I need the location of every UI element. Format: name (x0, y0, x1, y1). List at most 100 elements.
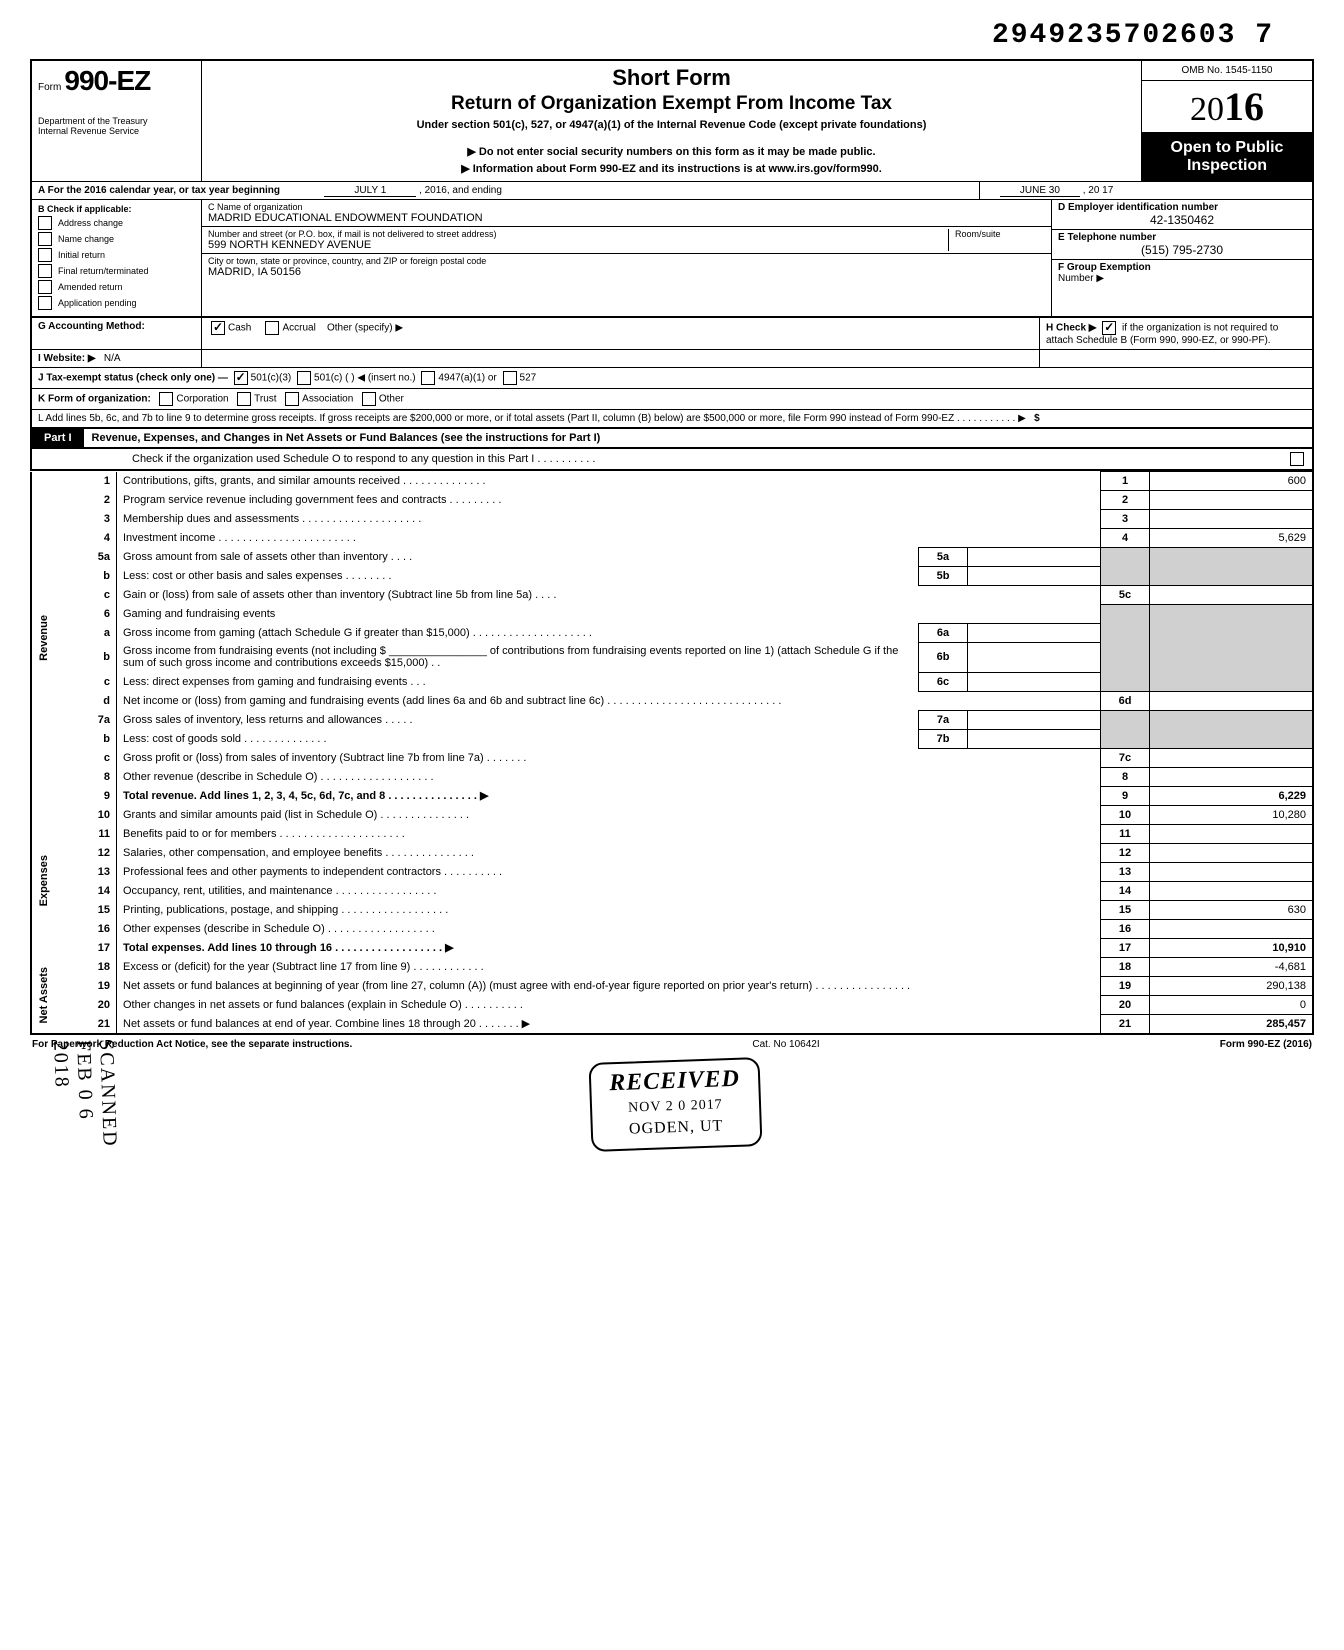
l6a-innerval[interactable] (968, 623, 1101, 642)
label-cash: Cash (228, 323, 251, 334)
checkbox-app-pending[interactable] (38, 296, 52, 310)
l10-num: 10 (72, 805, 117, 824)
l2-amt[interactable] (1150, 491, 1314, 510)
checkbox-cash[interactable] (211, 321, 225, 335)
l20-num: 20 (72, 995, 117, 1014)
l5b-innerval[interactable] (968, 567, 1101, 586)
checkbox-corporation[interactable] (159, 392, 173, 406)
group-exemption-label: F Group Exemption (1058, 262, 1306, 273)
org-name[interactable]: MADRID EDUCATIONAL ENDOWMENT FOUNDATION (208, 212, 1045, 224)
l10-amt[interactable]: 10,280 (1150, 805, 1314, 824)
l19-num: 19 (72, 976, 117, 995)
l21-num: 21 (72, 1014, 117, 1034)
l16-amt[interactable] (1150, 919, 1314, 938)
checkbox-accrual[interactable] (265, 321, 279, 335)
label-address-change: Address change (58, 218, 123, 228)
part1-title: Revenue, Expenses, and Changes in Net As… (84, 429, 1312, 447)
l6c-innerval[interactable] (968, 672, 1101, 691)
l8-amt[interactable] (1150, 767, 1314, 786)
l7c-amt[interactable] (1150, 748, 1314, 767)
title-short-form: Short Form (210, 65, 1133, 91)
checkbox-amended[interactable] (38, 280, 52, 294)
footer-paperwork: For Paperwork Reduction Act Notice, see … (32, 1039, 352, 1050)
checkbox-501c[interactable] (297, 371, 311, 385)
l14-amt[interactable] (1150, 881, 1314, 900)
year-prefix: 20 (1190, 91, 1224, 128)
l13-amt[interactable] (1150, 862, 1314, 881)
website-value[interactable]: N/A (104, 353, 121, 364)
group-exemption-label2: Number ▶ (1058, 273, 1306, 284)
checkbox-schedule-o-part1[interactable] (1290, 452, 1304, 466)
checkbox-schedule-b[interactable] (1102, 321, 1116, 335)
checkbox-final-return[interactable] (38, 264, 52, 278)
checkbox-501c3[interactable] (234, 371, 248, 385)
l21-lno: 21 (1101, 1014, 1150, 1034)
l16-lno: 16 (1101, 919, 1150, 938)
l18-amt[interactable]: -4,681 (1150, 957, 1314, 976)
subtitle-section: Under section 501(c), 527, or 4947(a)(1)… (210, 119, 1133, 131)
l15-num: 15 (72, 900, 117, 919)
l17-amt[interactable]: 10,910 (1150, 938, 1314, 957)
tax-year-end-month[interactable]: JUNE 30 (1000, 185, 1080, 197)
line-g-label: G Accounting Method: (38, 321, 145, 332)
l11-lno: 11 (1101, 824, 1150, 843)
l6b-innerval[interactable] (968, 642, 1101, 672)
shade-cell (1150, 605, 1314, 692)
city-state-zip[interactable]: MADRID, IA 50156 (208, 266, 1045, 278)
footer-formref: Form 990-EZ (2016) (1220, 1039, 1312, 1050)
l6a-inner: 6a (919, 623, 968, 642)
l19-lno: 19 (1101, 976, 1150, 995)
l5c-amt[interactable] (1150, 586, 1314, 605)
l5c-desc: Gain or (loss) from sale of assets other… (117, 586, 1101, 605)
line-i-label: I Website: ▶ (38, 353, 96, 364)
l6d-amt[interactable] (1150, 691, 1314, 710)
l14-lno: 14 (1101, 881, 1150, 900)
l5b-num: b (72, 567, 117, 586)
tax-year: 2016 (1142, 81, 1312, 133)
received-date: NOV 2 0 2017 (610, 1097, 741, 1118)
street-address[interactable]: 599 NORTH KENNEDY AVENUE (208, 239, 948, 251)
l16-num: 16 (72, 919, 117, 938)
form-number: 990-EZ (64, 65, 150, 96)
line-a-mid: , 2016, and ending (419, 185, 502, 196)
checkbox-trust[interactable] (237, 392, 251, 406)
checkbox-4947a1[interactable] (421, 371, 435, 385)
l18-num: 18 (72, 957, 117, 976)
l21-amt[interactable]: 285,457 (1150, 1014, 1314, 1034)
checkbox-address-change[interactable] (38, 216, 52, 230)
l11-amt[interactable] (1150, 824, 1314, 843)
l6a-desc: Gross income from gaming (attach Schedul… (117, 623, 919, 642)
checkbox-name-change[interactable] (38, 232, 52, 246)
l5a-desc: Gross amount from sale of assets other t… (117, 548, 919, 567)
tax-year-begin[interactable]: JULY 1 (324, 185, 416, 197)
l6d-num: d (72, 691, 117, 710)
l11-desc: Benefits paid to or for members . . . . … (117, 824, 1101, 843)
checkbox-527[interactable] (503, 371, 517, 385)
l7b-innerval[interactable] (968, 729, 1101, 748)
l11-num: 11 (72, 824, 117, 843)
l5a-innerval[interactable] (968, 548, 1101, 567)
l1-amt[interactable]: 600 (1150, 472, 1314, 491)
l3-num: 3 (72, 510, 117, 529)
l19-amt[interactable]: 290,138 (1150, 976, 1314, 995)
l9-amt[interactable]: 6,229 (1150, 786, 1314, 805)
checkbox-initial-return[interactable] (38, 248, 52, 262)
l3-desc: Membership dues and assessments . . . . … (117, 510, 1101, 529)
l15-amt[interactable]: 630 (1150, 900, 1314, 919)
label-501c3: 501(c)(3) (251, 373, 292, 384)
checkbox-other-org[interactable] (362, 392, 376, 406)
inspection: Inspection (1142, 157, 1312, 175)
l3-amt[interactable] (1150, 510, 1314, 529)
side-revenue-label: Revenue (38, 615, 50, 661)
l7a-innerval[interactable] (968, 710, 1101, 729)
checkbox-association[interactable] (285, 392, 299, 406)
l20-amt[interactable]: 0 (1150, 995, 1314, 1014)
ein-value[interactable]: 42-1350462 (1058, 213, 1306, 227)
label-trust: Trust (254, 394, 276, 405)
year-bold: 16 (1224, 84, 1264, 129)
l2-lno: 2 (1101, 491, 1150, 510)
omb-number: OMB No. 1545-1150 (1142, 61, 1312, 81)
l12-amt[interactable] (1150, 843, 1314, 862)
l4-amt[interactable]: 5,629 (1150, 529, 1314, 548)
phone-value[interactable]: (515) 795-2730 (1058, 243, 1306, 257)
